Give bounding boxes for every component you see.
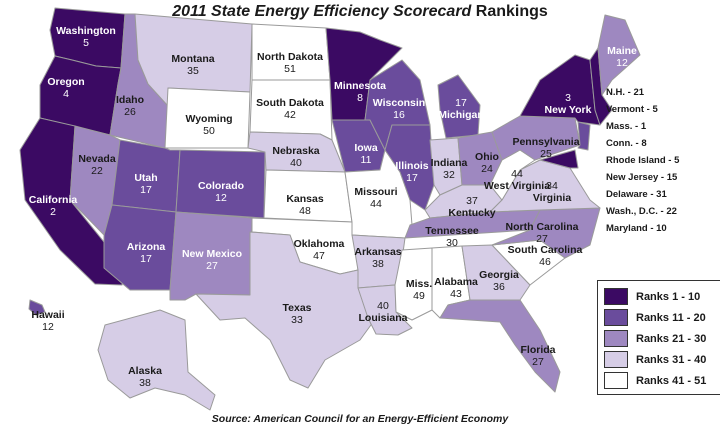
label-arizona: Arizona 17 [126,241,166,265]
legend-swatch-2 [604,309,628,326]
label-north-carolina: North Carolina 27 [505,221,579,245]
label-georgia: Georgia 36 [479,269,519,293]
label-mississippi: Miss. 49 [405,278,433,302]
source-note: Source: American Council for an Energy-E… [211,413,509,425]
label-hawaii: Hawaii 12 [31,309,65,333]
legend-row-5: Ranks 41 - 51 [604,370,720,391]
legend-row-4: Ranks 31 - 40 [604,349,720,370]
label-utah: Utah 17 [134,172,158,196]
label-iowa: Iowa 11 [354,142,378,166]
label-west-virginia: 44 West Virginia [483,168,551,192]
label-wisconsin: Wisconsin 16 [372,97,426,121]
label-nevada: Nevada 22 [78,153,116,177]
state-georgia[interactable] [461,244,531,301]
title-italic: 2011 State Energy Efficiency Scorecard [172,3,472,20]
state-maryland[interactable] [539,149,579,169]
small-state-new-jersey: New Jersey - 15 [606,172,678,183]
label-california: California 2 [28,194,78,218]
state-new-jersey[interactable] [577,121,591,151]
label-north-dakota: North Dakota 51 [257,51,323,75]
label-ohio: Ohio 24 [475,151,499,175]
label-kansas: Kansas 48 [286,193,324,217]
label-pennsylvania: Pennsylvania 25 [512,136,580,160]
legend-swatch-1 [604,288,628,305]
label-kentucky: 37 Kentucky [448,195,496,219]
legend-swatch-3 [604,330,628,347]
label-oklahoma: Oklahoma 47 [293,238,345,262]
label-virginia: 34 Virginia [532,180,572,204]
label-washington: Washington 5 [56,25,116,49]
label-illinois: Illinois 17 [395,160,429,184]
label-texas: Texas 33 [282,302,312,326]
label-nebraska: Nebraska 40 [272,145,320,169]
legend: Ranks 1 - 10 Ranks 11 - 20 Ranks 21 - 30… [597,280,720,395]
label-maine: Maine 12 [607,45,637,69]
legend-swatch-5 [604,372,628,389]
label-arkansas: Arkansas 38 [354,246,402,270]
label-south-dakota: South Dakota 42 [256,97,324,121]
label-missouri: Missouri 44 [354,186,398,210]
label-indiana: Indiana 32 [430,157,468,181]
map-title: 2011 State Energy Efficiency Scorecard R… [0,3,720,21]
label-new-mexico: New Mexico 27 [181,248,243,272]
small-state-dc: Wash., D.C. - 22 [606,206,677,217]
small-state-nh: N.H. - 21 [606,87,645,98]
label-colorado: Colorado 12 [197,180,245,204]
legend-row-2: Ranks 11 - 20 [604,307,720,328]
label-wyoming: Wyoming 50 [185,113,233,137]
small-state-rhode-island: Rhode Island - 5 [606,155,680,166]
legend-label-2: Ranks 11 - 20 [636,311,706,324]
label-idaho: Idaho 26 [116,94,144,118]
title-plain: Rankings [471,3,548,20]
label-florida: Florida 27 [520,344,556,368]
state-florida[interactable] [439,299,561,393]
label-south-carolina: South Carolina 46 [507,244,583,268]
legend-label-1: Ranks 1 - 10 [636,290,701,303]
legend-row-1: Ranks 1 - 10 [604,286,720,307]
label-montana: Montana 35 [171,53,215,77]
state-maine[interactable] [597,14,641,96]
small-state-delaware: Delaware - 31 [606,189,667,200]
small-state-conn: Conn. - 8 [606,138,647,149]
small-states-list: N.H. - 21 Vermont - 5 Mass. - 1 Conn. - … [606,84,679,237]
legend-label-5: Ranks 41 - 51 [636,374,707,387]
legend-swatch-4 [604,351,628,368]
state-alaska[interactable] [97,309,216,411]
label-louisiana: 40 Louisiana [358,300,408,324]
label-tennessee: Tennessee 30 [425,225,479,249]
label-michigan: 17 Michigan [438,97,484,121]
legend-row-3: Ranks 21 - 30 [604,328,720,349]
state-missouri[interactable] [344,149,413,239]
label-alabama: Alabama 43 [434,276,478,300]
state-hawaii[interactable] [28,299,46,316]
label-new-york: 3 New York [544,92,592,116]
legend-label-4: Ranks 31 - 40 [636,353,707,366]
label-minnesota: Minnesota 8 [334,80,386,104]
state-texas[interactable] [195,231,377,389]
label-oregon: Oregon 4 [47,76,85,100]
state-illinois[interactable] [384,124,435,211]
small-state-mass: Mass. - 1 [606,121,647,132]
small-state-vermont: Vermont - 5 [606,104,658,115]
label-alaska: Alaska 38 [128,365,162,389]
legend-label-3: Ranks 21 - 30 [636,332,707,345]
small-state-maryland: Maryland - 10 [606,223,667,234]
